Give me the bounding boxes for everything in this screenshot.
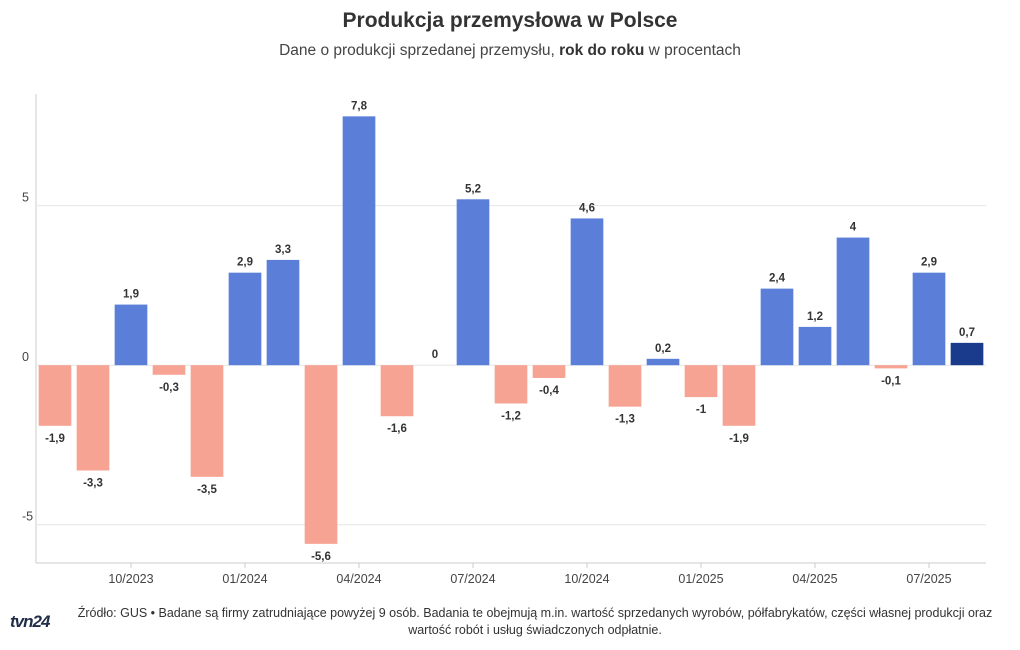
bar-value-label: -1,2 (501, 410, 521, 422)
x-tick-label: 07/2024 (450, 572, 495, 586)
chart-title: Produkcja przemysłowa w Polsce (342, 9, 678, 32)
x-tick-label: 04/2024 (336, 572, 381, 586)
bar-chart: 5 0 -5 -1,9 -3,3 1,9 -0,3 -3,5 2,9 3,3 -5,6 7,8 -1,6… (22, 94, 986, 586)
bar-value-label: -0,1 (881, 375, 901, 387)
bar-value-label: -1,6 (387, 423, 407, 435)
y-tick-label: -5 (22, 510, 33, 524)
subtitle-bold-text: rok do roku (559, 42, 645, 59)
bar (836, 237, 870, 366)
bar (608, 365, 642, 407)
y-tick-label: 5 (22, 191, 29, 205)
bar (722, 365, 756, 426)
bar-value-label: 5,2 (465, 183, 481, 195)
bar (798, 326, 832, 366)
bar-value-label: -0,3 (159, 382, 179, 394)
bar-value-label: -3,5 (197, 484, 217, 496)
x-tick-label: 01/2025 (678, 572, 723, 586)
bar (760, 288, 794, 366)
bar-value-label: 4,6 (579, 202, 595, 214)
bar (456, 199, 490, 366)
bar (494, 365, 528, 404)
bar (190, 365, 224, 477)
x-tick-label: 07/2025 (906, 572, 951, 586)
bar (228, 272, 262, 366)
bar-value-label: -1,9 (45, 433, 65, 445)
x-tick-label: 01/2024 (222, 572, 267, 586)
bar-value-label: -1,3 (615, 414, 635, 426)
tvn24-logo: tvn24 (10, 612, 50, 631)
bar (304, 365, 338, 544)
bar-value-label: -1 (696, 404, 707, 416)
bar-value-label: -1,9 (729, 433, 749, 445)
bar-value-label: 1,2 (807, 311, 823, 323)
bar (532, 365, 566, 378)
bar-value-label: 1,9 (123, 289, 139, 301)
x-tick-label: 10/2023 (108, 572, 153, 586)
bar (266, 259, 300, 366)
bar-value-label: 0,2 (655, 343, 671, 355)
bar (570, 218, 604, 366)
chart-subtitle: Dane o produkcji sprzedanej przemysłu, r… (0, 42, 1020, 60)
bar-value-label: 7,8 (351, 100, 368, 112)
subtitle-text: Dane o produkcji sprzedanej przemysłu, (279, 42, 560, 59)
bar-value-label: 4 (850, 222, 857, 234)
bar (646, 358, 680, 366)
bar (874, 365, 908, 369)
bar-value-label: 0 (432, 349, 438, 361)
x-tick-label: 10/2024 (564, 572, 609, 586)
subtitle-text-end: w procentach (644, 42, 741, 59)
bar (380, 365, 414, 417)
bar (912, 272, 946, 366)
bar (684, 365, 718, 398)
bar-value-label: 2,9 (237, 257, 253, 269)
bar-value-label: -5,6 (311, 551, 331, 563)
bar-value-label: 2,9 (921, 257, 937, 269)
bar (76, 365, 110, 471)
bar-value-label: 0,7 (959, 327, 975, 339)
y-tick-label: 0 (22, 350, 29, 364)
source-note: Źródło: GUS • Badane są firmy zatrudniaj… (77, 606, 993, 637)
bar-value-label: -0,4 (539, 385, 559, 397)
bar-value-label: 3,3 (275, 244, 291, 256)
bar (38, 365, 72, 426)
bar (114, 304, 148, 366)
bar-value-label: 2,4 (769, 273, 786, 285)
bar-value-label: -3,3 (83, 477, 103, 489)
bar (950, 342, 984, 366)
bar (152, 365, 186, 375)
bar (342, 116, 376, 366)
x-tick-label: 04/2025 (792, 572, 837, 586)
